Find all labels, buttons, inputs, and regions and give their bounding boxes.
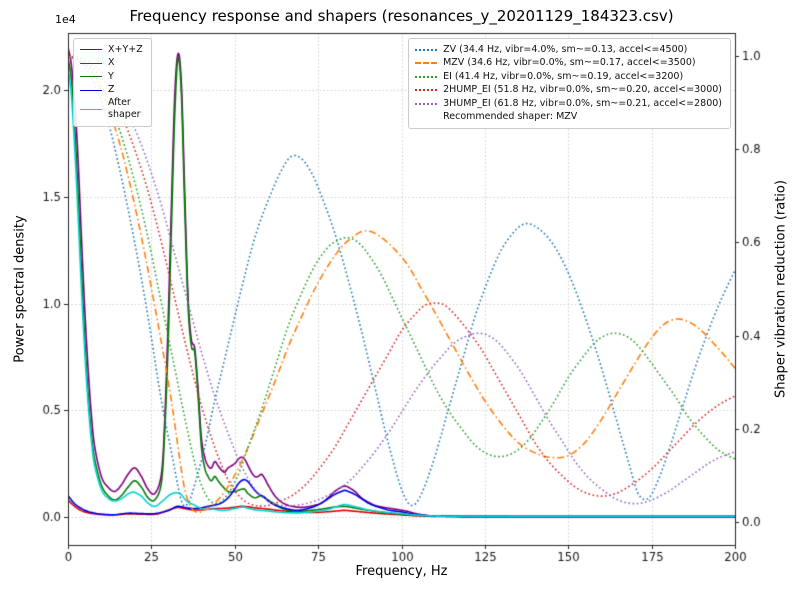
legend-item-ei: EI (41.4 Hz, vibr=0.0%, sm~=0.19, accel<… (415, 70, 722, 84)
zv-line-swatch (415, 48, 438, 51)
x-line-swatch (80, 62, 102, 64)
legend-item-2hump-ei: 2HUMP_EI (51.8 Hz, vibr=0.0%, sm~=0.20, … (415, 84, 722, 98)
y-line-swatch (80, 76, 102, 78)
after-shaper-line-swatch (80, 108, 102, 110)
x-axis-label: Frequency, Hz (355, 564, 448, 579)
legend-item-label: Y (108, 70, 114, 82)
z-line-swatch (80, 89, 102, 91)
3hump-ei-line-swatch (415, 102, 438, 105)
legend-shapers: ZV (34.4 Hz, vibr=4.0%, sm~=0.13, accel<… (408, 38, 731, 129)
legend-item-label: After shaper (108, 97, 141, 121)
legend-item-after-shaper: After shaper (80, 97, 143, 122)
legend-item-label: X+Y+Z (108, 43, 143, 55)
x-y-z-line-swatch (80, 49, 102, 51)
legend-item-label: Z (108, 84, 115, 96)
legend-item-zv: ZV (34.4 Hz, vibr=4.0%, sm~=0.13, accel<… (415, 43, 722, 57)
legend-item-recommended-shaper-note: Recommended shaper: MZV (415, 111, 722, 125)
legend-item-z: Z (80, 84, 143, 98)
legend-item-label: Recommended shaper: MZV (443, 111, 578, 123)
legend-item-label: X (108, 57, 115, 69)
legend-item-3hump-ei: 3HUMP_EI (61.8 Hz, vibr=0.0%, sm~=0.21, … (415, 97, 722, 111)
legend-item-x-y-z: X+Y+Z (80, 43, 143, 57)
legend-item-x: X (80, 57, 143, 71)
legend-item-mzv: MZV (34.6 Hz, vibr=0.0%, sm~=0.17, accel… (415, 57, 722, 71)
mzv-line-swatch (415, 62, 438, 65)
legend-item-label: EI (41.4 Hz, vibr=0.0%, sm~=0.19, accel<… (443, 70, 684, 82)
y-axis-label-left: Power spectral density (12, 215, 28, 363)
ei-line-swatch (415, 75, 438, 78)
legend-psd: X+Y+Z X Y Z After shaper (73, 38, 152, 127)
legend-item-y: Y (80, 70, 143, 84)
legend-item-label: 3HUMP_EI (61.8 Hz, vibr=0.0%, sm~=0.21, … (443, 97, 722, 109)
y-axis-label-right: Shaper vibration reduction (ratio) (773, 180, 789, 398)
legend-item-label: 2HUMP_EI (51.8 Hz, vibr=0.0%, sm~=0.20, … (443, 84, 722, 96)
legend-item-label: MZV (34.6 Hz, vibr=0.0%, sm~=0.17, accel… (443, 57, 696, 69)
y-axis-offset-label: 1e4 (55, 13, 76, 26)
2hump-ei-line-swatch (415, 89, 438, 92)
chart-title: Frequency response and shapers (resonanc… (129, 7, 674, 25)
legend-item-label: ZV (34.4 Hz, vibr=4.0%, sm~=0.13, accel<… (443, 43, 688, 55)
